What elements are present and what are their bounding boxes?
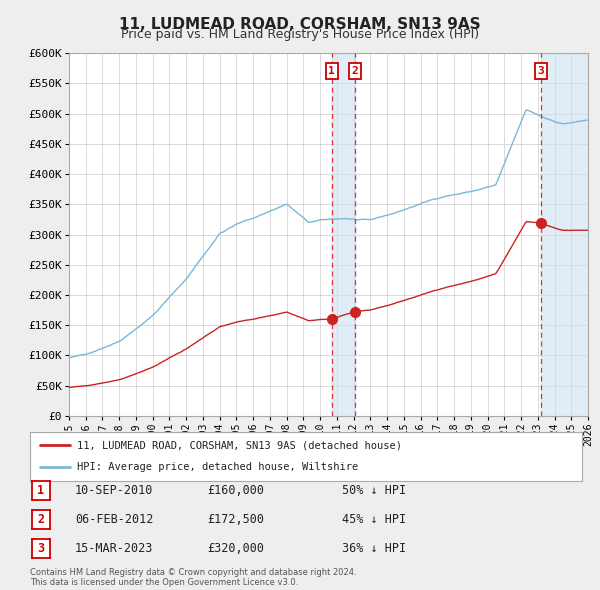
Text: 06-FEB-2012: 06-FEB-2012 — [75, 513, 154, 526]
Text: 3: 3 — [37, 542, 44, 555]
Text: 45% ↓ HPI: 45% ↓ HPI — [342, 513, 406, 526]
Text: HPI: Average price, detached house, Wiltshire: HPI: Average price, detached house, Wilt… — [77, 463, 358, 473]
Text: 1: 1 — [328, 66, 335, 76]
Text: 15-MAR-2023: 15-MAR-2023 — [75, 542, 154, 555]
Text: Price paid vs. HM Land Registry's House Price Index (HPI): Price paid vs. HM Land Registry's House … — [121, 28, 479, 41]
Text: 2: 2 — [352, 66, 358, 76]
Text: 11, LUDMEAD ROAD, CORSHAM, SN13 9AS (detached house): 11, LUDMEAD ROAD, CORSHAM, SN13 9AS (det… — [77, 440, 402, 450]
Text: 1: 1 — [37, 484, 44, 497]
Text: £320,000: £320,000 — [207, 542, 264, 555]
Text: 50% ↓ HPI: 50% ↓ HPI — [342, 484, 406, 497]
Text: 11, LUDMEAD ROAD, CORSHAM, SN13 9AS: 11, LUDMEAD ROAD, CORSHAM, SN13 9AS — [119, 17, 481, 31]
Text: 36% ↓ HPI: 36% ↓ HPI — [342, 542, 406, 555]
Text: 10-SEP-2010: 10-SEP-2010 — [75, 484, 154, 497]
Bar — [332, 53, 355, 416]
Text: Contains HM Land Registry data © Crown copyright and database right 2024.
This d: Contains HM Land Registry data © Crown c… — [30, 568, 356, 587]
Bar — [541, 53, 588, 416]
Text: £172,500: £172,500 — [207, 513, 264, 526]
Text: 2: 2 — [37, 513, 44, 526]
Text: 3: 3 — [538, 66, 544, 76]
Text: £160,000: £160,000 — [207, 484, 264, 497]
